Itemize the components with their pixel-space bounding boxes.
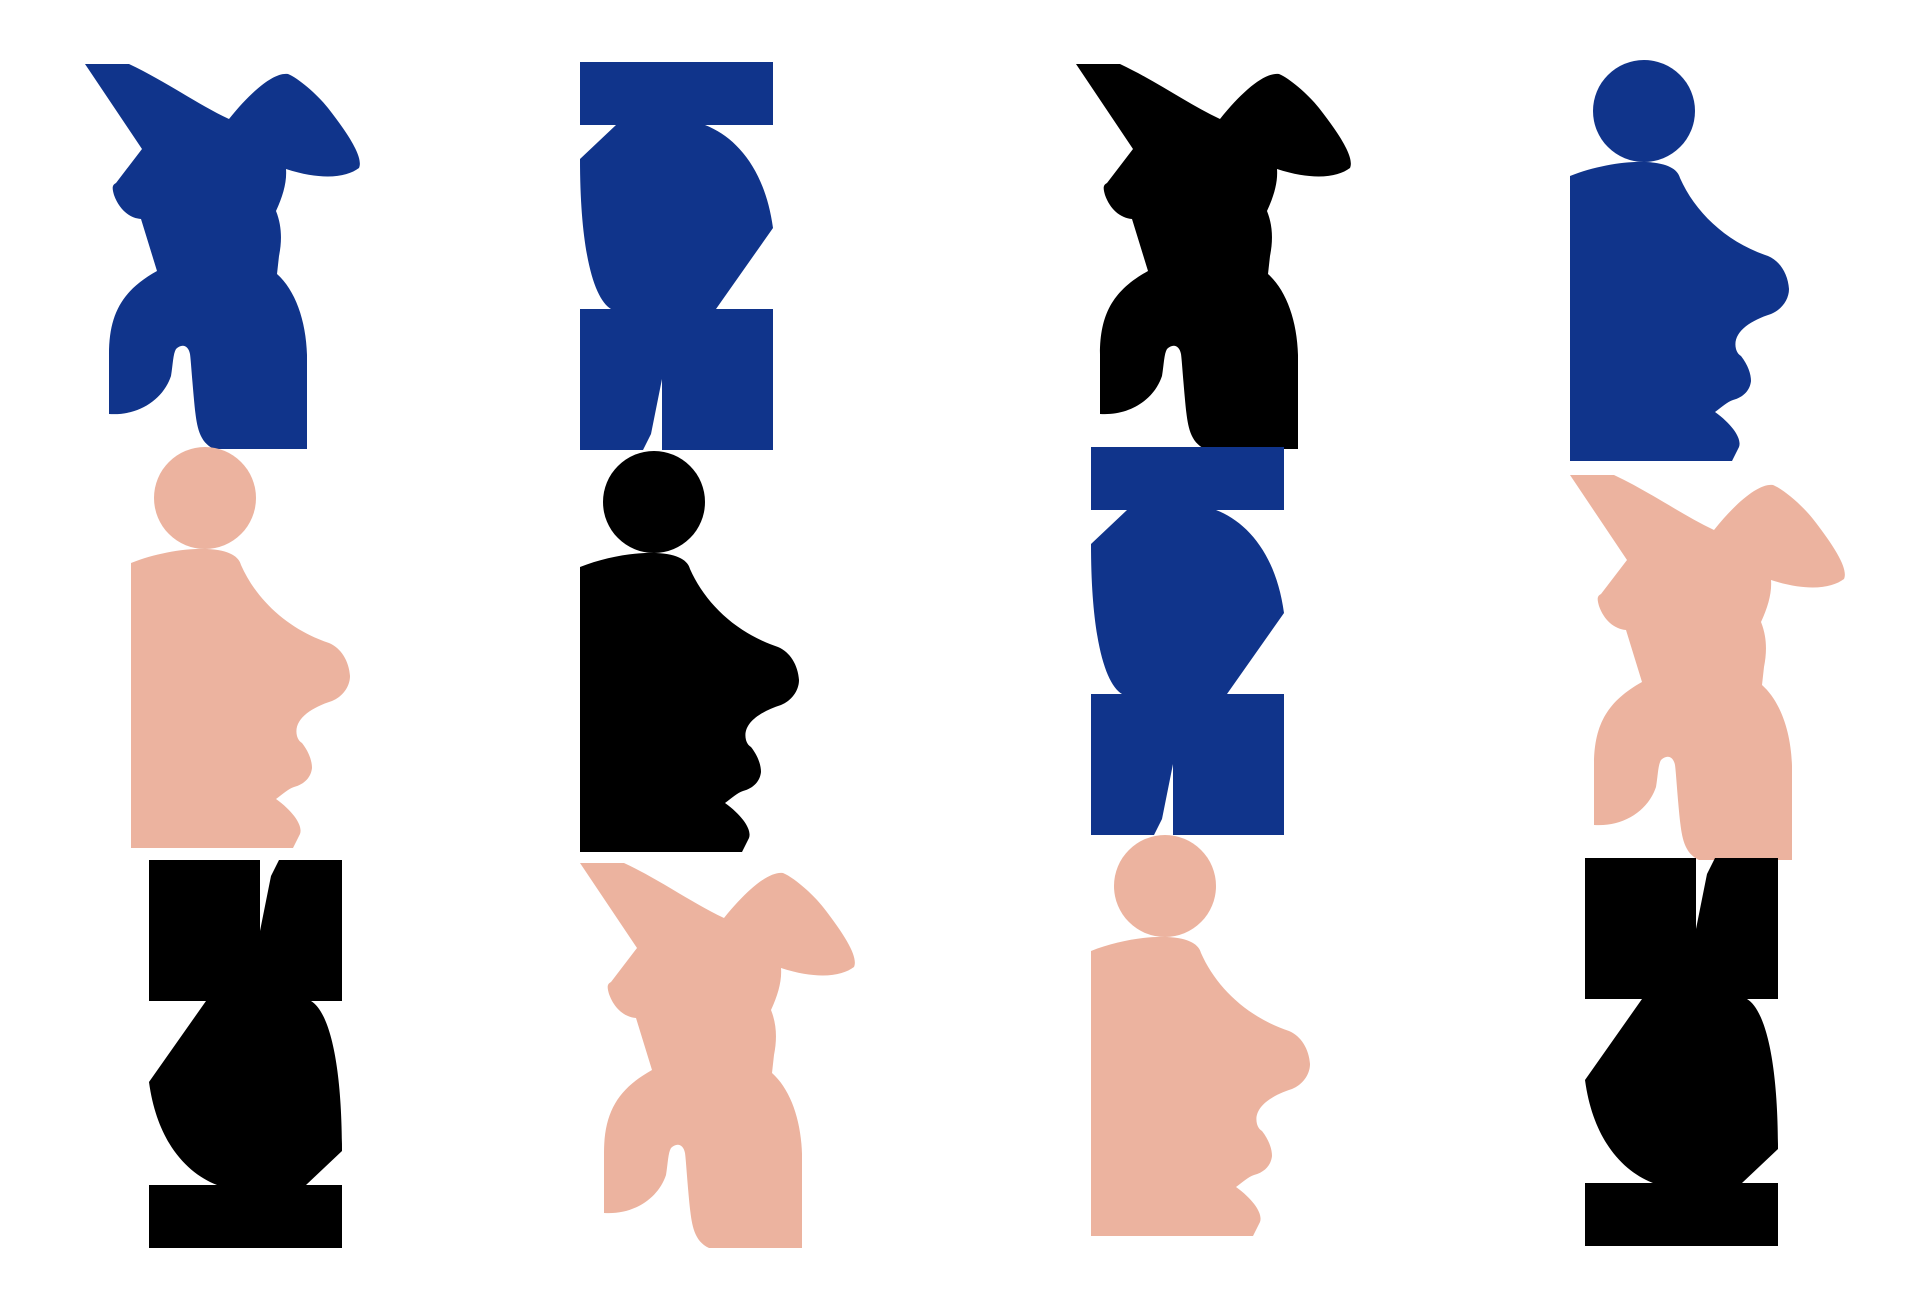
figure-silhouette-1-3	[1076, 64, 1351, 449]
bust-silhouette-1-4	[1570, 60, 1789, 461]
column-silhouette-3-4	[1585, 858, 1778, 1246]
bust-silhouette-2-1	[131, 447, 350, 848]
bust-silhouette-2-2	[580, 451, 799, 852]
figure-silhouette-3-2	[580, 863, 855, 1248]
cells-layer	[85, 60, 1845, 1248]
column-silhouette-2-3	[1091, 447, 1284, 835]
column-silhouette-1-2	[580, 62, 773, 450]
column-silhouette-3-1	[149, 860, 342, 1248]
figure-silhouette-2-4	[1570, 475, 1845, 860]
bust-silhouette-3-3	[1091, 835, 1310, 1236]
figure-silhouette-1-1	[85, 64, 360, 449]
